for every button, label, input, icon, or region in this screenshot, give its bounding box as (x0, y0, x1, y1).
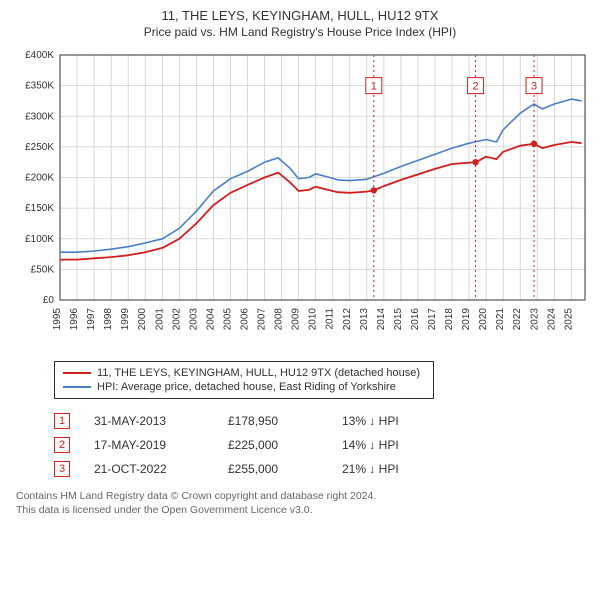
legend-swatch (63, 372, 91, 374)
event-marker: 1 (54, 413, 70, 429)
footer-line: This data is licensed under the Open Gov… (16, 503, 584, 517)
event-price: £225,000 (228, 438, 318, 452)
svg-text:2021: 2021 (495, 308, 506, 331)
legend: 11, THE LEYS, KEYINGHAM, HULL, HU12 9TX … (54, 361, 434, 399)
svg-text:2016: 2016 (410, 308, 421, 331)
svg-text:2024: 2024 (546, 308, 557, 331)
svg-text:1999: 1999 (120, 308, 131, 331)
svg-text:2004: 2004 (205, 308, 216, 331)
footer-line: Contains HM Land Registry data © Crown c… (16, 489, 584, 503)
svg-text:2002: 2002 (171, 308, 182, 331)
legend-text: HPI: Average price, detached house, East… (97, 381, 396, 393)
svg-text:2006: 2006 (240, 308, 251, 331)
event-pct: 21% ↓ HPI (342, 462, 432, 476)
svg-text:2019: 2019 (461, 308, 472, 331)
chart-titles: 11, THE LEYS, KEYINGHAM, HULL, HU12 9TX … (10, 8, 590, 39)
chart-area: £0 £50K £100K £150K £200K £250K £300K £350K £400… (10, 45, 590, 355)
svg-text:2011: 2011 (325, 308, 336, 330)
svg-text:£200K: £200K (25, 173, 54, 184)
svg-text:£50K: £50K (31, 264, 55, 275)
svg-text:2003: 2003 (188, 308, 199, 331)
svg-text:2022: 2022 (512, 308, 523, 331)
svg-text:2005: 2005 (222, 308, 233, 331)
svg-text:2017: 2017 (427, 308, 438, 331)
event-row: 1 31-MAY-2013 £178,950 13% ↓ HPI (54, 409, 586, 433)
svg-text:£150K: £150K (25, 203, 54, 214)
svg-text:2012: 2012 (342, 308, 353, 331)
svg-text:2008: 2008 (274, 308, 285, 331)
event-table: 1 31-MAY-2013 £178,950 13% ↓ HPI 2 17-MA… (54, 409, 586, 481)
svg-text:2013: 2013 (359, 308, 370, 331)
svg-text:2010: 2010 (308, 308, 319, 331)
svg-text:£100K: £100K (25, 234, 54, 245)
svg-text:2: 2 (473, 81, 479, 93)
event-price: £178,950 (228, 414, 318, 428)
svg-text:2025: 2025 (563, 308, 574, 331)
svg-text:2015: 2015 (393, 308, 404, 331)
line-chart: £0 £50K £100K £150K £200K £250K £300K £350K £400… (10, 45, 590, 355)
legend-swatch (63, 386, 91, 388)
svg-text:1996: 1996 (69, 308, 80, 331)
svg-text:2018: 2018 (444, 308, 455, 331)
title-line1: 11, THE LEYS, KEYINGHAM, HULL, HU12 9TX (10, 8, 590, 23)
svg-text:£300K: £300K (25, 111, 54, 122)
legend-item: 11, THE LEYS, KEYINGHAM, HULL, HU12 9TX … (63, 366, 425, 380)
svg-text:3: 3 (531, 81, 537, 93)
event-row: 3 21-OCT-2022 £255,000 21% ↓ HPI (54, 457, 586, 481)
event-pct: 13% ↓ HPI (342, 414, 432, 428)
svg-text:£350K: £350K (25, 81, 54, 92)
event-row: 2 17-MAY-2019 £225,000 14% ↓ HPI (54, 433, 586, 457)
svg-text:1995: 1995 (52, 308, 63, 331)
svg-text:£250K: £250K (25, 142, 54, 153)
svg-text:2009: 2009 (291, 308, 302, 331)
svg-text:1997: 1997 (86, 308, 97, 331)
svg-text:2014: 2014 (376, 308, 387, 331)
event-date: 31-MAY-2013 (94, 414, 204, 428)
svg-text:£0: £0 (43, 295, 55, 306)
title-line2: Price paid vs. HM Land Registry's House … (10, 25, 590, 39)
event-date: 21-OCT-2022 (94, 462, 204, 476)
legend-text: 11, THE LEYS, KEYINGHAM, HULL, HU12 9TX … (97, 367, 420, 379)
svg-text:2001: 2001 (154, 308, 165, 331)
event-marker: 3 (54, 461, 70, 477)
event-marker: 2 (54, 437, 70, 453)
event-price: £255,000 (228, 462, 318, 476)
svg-text:2023: 2023 (529, 308, 540, 331)
svg-text:2007: 2007 (257, 308, 268, 331)
legend-item: HPI: Average price, detached house, East… (63, 380, 425, 394)
event-date: 17-MAY-2019 (94, 438, 204, 452)
svg-text:1998: 1998 (103, 308, 114, 331)
svg-text:2020: 2020 (478, 308, 489, 331)
event-pct: 14% ↓ HPI (342, 438, 432, 452)
svg-text:1: 1 (371, 81, 377, 93)
svg-text:2000: 2000 (137, 308, 148, 331)
svg-text:£400K: £400K (25, 50, 54, 61)
footer: Contains HM Land Registry data © Crown c… (16, 489, 584, 517)
